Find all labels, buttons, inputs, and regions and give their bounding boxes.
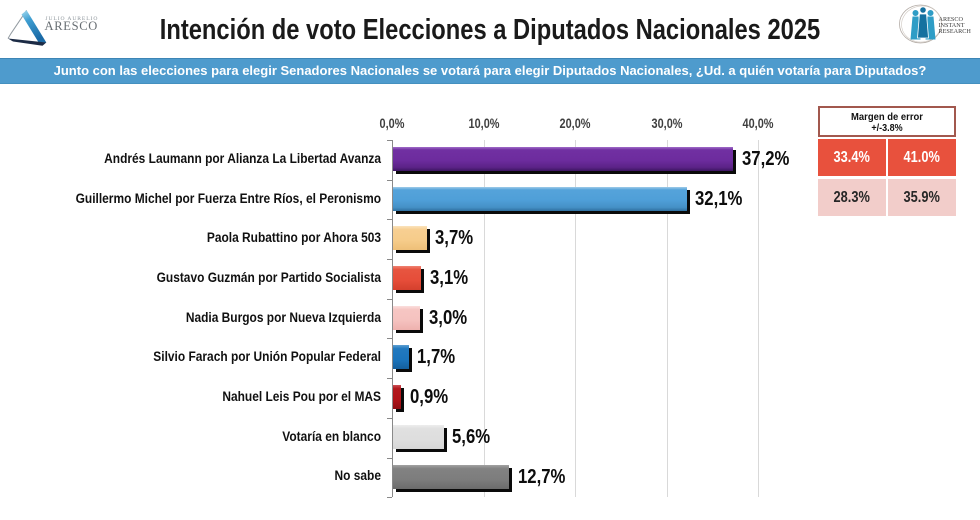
svg-text:RESEARCH: RESEARCH [939, 28, 972, 35]
svg-text:INSTANT: INSTANT [939, 22, 965, 29]
svg-text:ARESCO: ARESCO [939, 16, 964, 23]
svg-text:JULIO AURELIO: JULIO AURELIO [45, 16, 98, 22]
svg-text:ARESCO: ARESCO [45, 19, 99, 33]
